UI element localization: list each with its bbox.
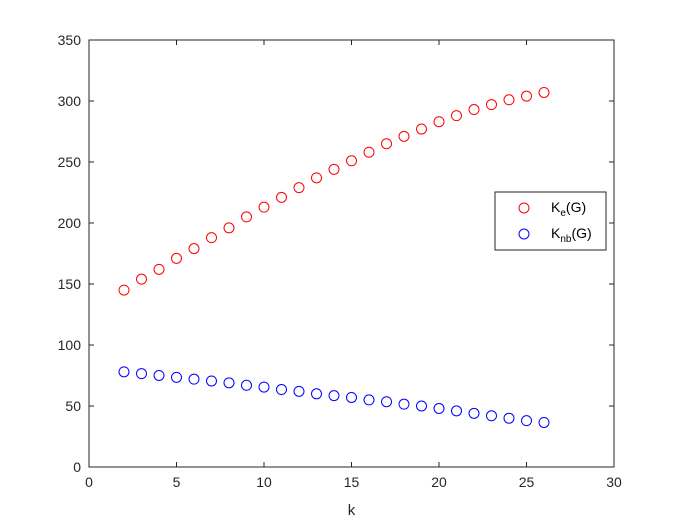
data-point — [276, 191, 287, 203]
data-point — [258, 201, 270, 213]
data-point — [381, 396, 392, 408]
data-point — [223, 222, 235, 234]
data-point — [118, 366, 130, 378]
data-point — [153, 263, 165, 275]
data-point — [381, 138, 392, 150]
x-tick-label: 0 — [85, 474, 93, 490]
data-point — [311, 388, 322, 400]
y-tick-label: 350 — [58, 32, 82, 48]
legend-subscript: nb — [560, 234, 572, 245]
x-tick-label: 25 — [519, 474, 535, 490]
data-point — [363, 394, 375, 406]
data-point — [451, 405, 462, 417]
data-point — [398, 130, 410, 142]
data-point — [311, 172, 322, 184]
data-point — [188, 243, 200, 255]
y-tick-label: 250 — [58, 154, 82, 170]
y-tick-label: 300 — [58, 93, 82, 109]
data-point — [293, 182, 305, 194]
data-point — [451, 110, 462, 122]
data-point — [398, 398, 410, 410]
data-point — [206, 232, 217, 244]
series-1 — [118, 366, 550, 428]
data-point — [328, 163, 340, 175]
data-point — [486, 99, 497, 111]
legend-entry-label: Ke(G) — [551, 199, 586, 219]
data-point — [416, 400, 427, 412]
data-point — [433, 402, 445, 414]
x-tick-label: 15 — [344, 474, 360, 490]
legend-box — [494, 191, 607, 251]
data-point — [346, 391, 357, 403]
data-point — [293, 385, 305, 397]
data-point — [223, 377, 235, 389]
data-point — [521, 90, 532, 102]
x-tick-label: 5 — [173, 474, 181, 490]
legend-suffix: (G) — [566, 199, 586, 215]
legend-marker — [518, 202, 530, 214]
y-tick-label: 100 — [58, 337, 82, 353]
data-point — [241, 211, 252, 223]
data-point — [328, 390, 340, 402]
data-point — [241, 379, 252, 391]
y-tick-label: 200 — [58, 215, 82, 231]
y-tick-label: 50 — [65, 398, 81, 414]
x-tick-label: 20 — [431, 474, 447, 490]
data-point — [538, 416, 550, 428]
legend-main: K — [551, 199, 561, 215]
data-point — [433, 116, 445, 128]
series-0 — [118, 86, 550, 296]
legend-main: K — [551, 225, 561, 241]
data-point — [468, 407, 480, 419]
data-point — [538, 86, 550, 98]
legend-entry-label: Knb(G) — [551, 225, 592, 245]
x-tick-label: 10 — [256, 474, 272, 490]
data-point — [136, 273, 147, 285]
data-point — [346, 155, 357, 167]
x-tick-label: 30 — [606, 474, 622, 490]
data-point — [363, 146, 375, 158]
legend-subscript: e — [560, 208, 566, 219]
data-point — [503, 412, 515, 424]
data-point — [188, 373, 200, 385]
data-point — [276, 384, 287, 396]
data-marks — [118, 86, 550, 428]
y-tick-label: 0 — [73, 459, 81, 475]
data-point — [171, 252, 182, 264]
data-point — [503, 94, 515, 106]
x-axis-label: k — [348, 502, 356, 519]
data-point — [171, 371, 182, 383]
data-point — [206, 375, 217, 387]
data-point — [258, 381, 270, 393]
legend-marker — [518, 228, 530, 240]
data-point — [118, 284, 130, 296]
data-point — [153, 370, 165, 381]
data-point — [486, 410, 497, 422]
data-point — [416, 123, 427, 135]
y-tick-label: 150 — [58, 276, 82, 292]
legend-suffix: (G) — [571, 225, 591, 241]
data-point — [521, 415, 532, 427]
data-point — [136, 368, 147, 380]
legend: Ke(G)Knb(G) — [494, 191, 607, 251]
data-point — [468, 104, 480, 116]
